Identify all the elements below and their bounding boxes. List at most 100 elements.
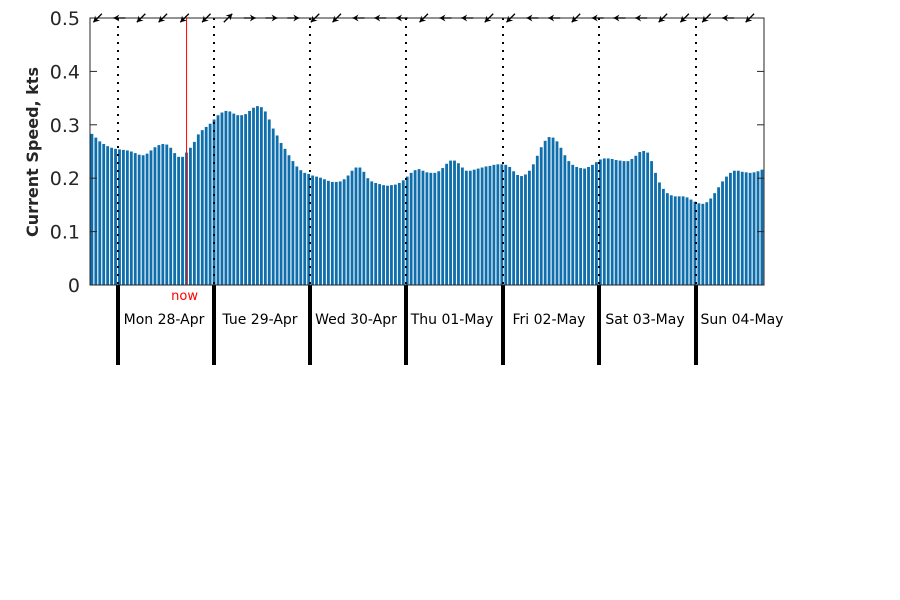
bar	[583, 168, 587, 285]
bar	[129, 151, 133, 285]
bar	[464, 170, 468, 285]
arrow-head	[680, 15, 688, 23]
bar	[555, 141, 559, 285]
day-label: Thu 01-May	[410, 312, 494, 328]
bar	[228, 111, 232, 285]
bar	[382, 185, 385, 285]
bar	[189, 147, 192, 285]
bar	[449, 160, 452, 285]
bar	[177, 156, 181, 285]
arrow-head	[352, 14, 359, 22]
bar	[437, 171, 441, 285]
bar	[606, 158, 610, 285]
arrow-head	[591, 14, 598, 22]
bar	[98, 141, 102, 285]
bar	[689, 199, 693, 285]
bar	[433, 172, 437, 285]
direction-arrow	[265, 14, 278, 22]
bar	[362, 171, 366, 285]
bar	[311, 175, 315, 285]
bar	[338, 181, 342, 285]
bar	[397, 183, 401, 285]
y-tick-label: 0.5	[50, 8, 80, 30]
bar	[145, 153, 149, 285]
bar	[244, 114, 248, 286]
day-label: Sat 03-May	[605, 312, 684, 328]
arrow-head	[249, 14, 256, 22]
bar	[484, 166, 488, 285]
day-label: Wed 30-Apr	[315, 312, 397, 328]
bar	[665, 193, 669, 285]
arrow-head	[526, 14, 533, 22]
bar	[579, 168, 583, 285]
arrow-head	[571, 15, 579, 23]
day-label: Tue 29-Apr	[221, 312, 297, 328]
bar	[169, 147, 173, 285]
bar	[721, 181, 724, 285]
bar	[161, 144, 165, 285]
bar	[390, 185, 393, 285]
direction-arrow	[201, 13, 212, 23]
bar	[748, 172, 752, 285]
bar	[220, 112, 224, 285]
bar	[417, 169, 421, 285]
bar	[94, 137, 98, 285]
bar	[630, 158, 634, 285]
bar	[200, 130, 204, 285]
bar	[500, 164, 504, 285]
bar	[638, 152, 642, 285]
bar	[208, 123, 212, 286]
bar	[559, 147, 563, 285]
bar	[157, 145, 161, 285]
bar	[547, 137, 551, 285]
arrow-head	[136, 15, 144, 23]
bar	[524, 174, 527, 285]
bar	[602, 158, 606, 285]
bar	[204, 126, 208, 285]
direction-arrow	[506, 13, 516, 23]
bar	[196, 134, 200, 285]
bar	[303, 172, 307, 285]
arrow-head	[613, 14, 620, 22]
arrow-head	[419, 15, 427, 23]
bar	[756, 171, 760, 285]
direction-arrow	[701, 13, 712, 23]
bar	[531, 164, 535, 285]
bar	[137, 154, 141, 285]
bar	[661, 188, 665, 285]
bar	[527, 170, 531, 285]
direction-arrow	[722, 14, 735, 22]
direction-arrow	[548, 14, 561, 22]
bar	[543, 140, 547, 285]
bar	[114, 148, 117, 285]
bar	[669, 195, 673, 285]
bar	[106, 146, 110, 285]
direction-arrow	[374, 14, 387, 22]
bar	[622, 161, 626, 285]
bar	[575, 166, 579, 285]
arrow-head	[158, 15, 166, 23]
arrow-head	[271, 14, 278, 22]
bar	[350, 170, 354, 285]
plot-frame	[89, 17, 765, 286]
bar	[374, 183, 378, 285]
direction-arrow	[613, 14, 626, 22]
direction-arrow	[352, 14, 365, 22]
bar	[279, 142, 283, 285]
bar	[658, 182, 661, 285]
bar	[736, 170, 740, 285]
arrow-head	[93, 15, 101, 23]
arrow-head	[395, 14, 402, 22]
direction-arrow	[287, 14, 300, 22]
arrow-head	[374, 14, 381, 22]
bar	[263, 111, 267, 285]
arrow-head	[180, 15, 188, 23]
y-tick-label: 0.2	[50, 168, 80, 190]
bar	[520, 176, 523, 285]
bar	[681, 196, 685, 285]
bar	[248, 110, 251, 285]
direction-arrow	[571, 13, 581, 23]
bar	[488, 165, 492, 285]
direction-arrow	[745, 13, 755, 23]
